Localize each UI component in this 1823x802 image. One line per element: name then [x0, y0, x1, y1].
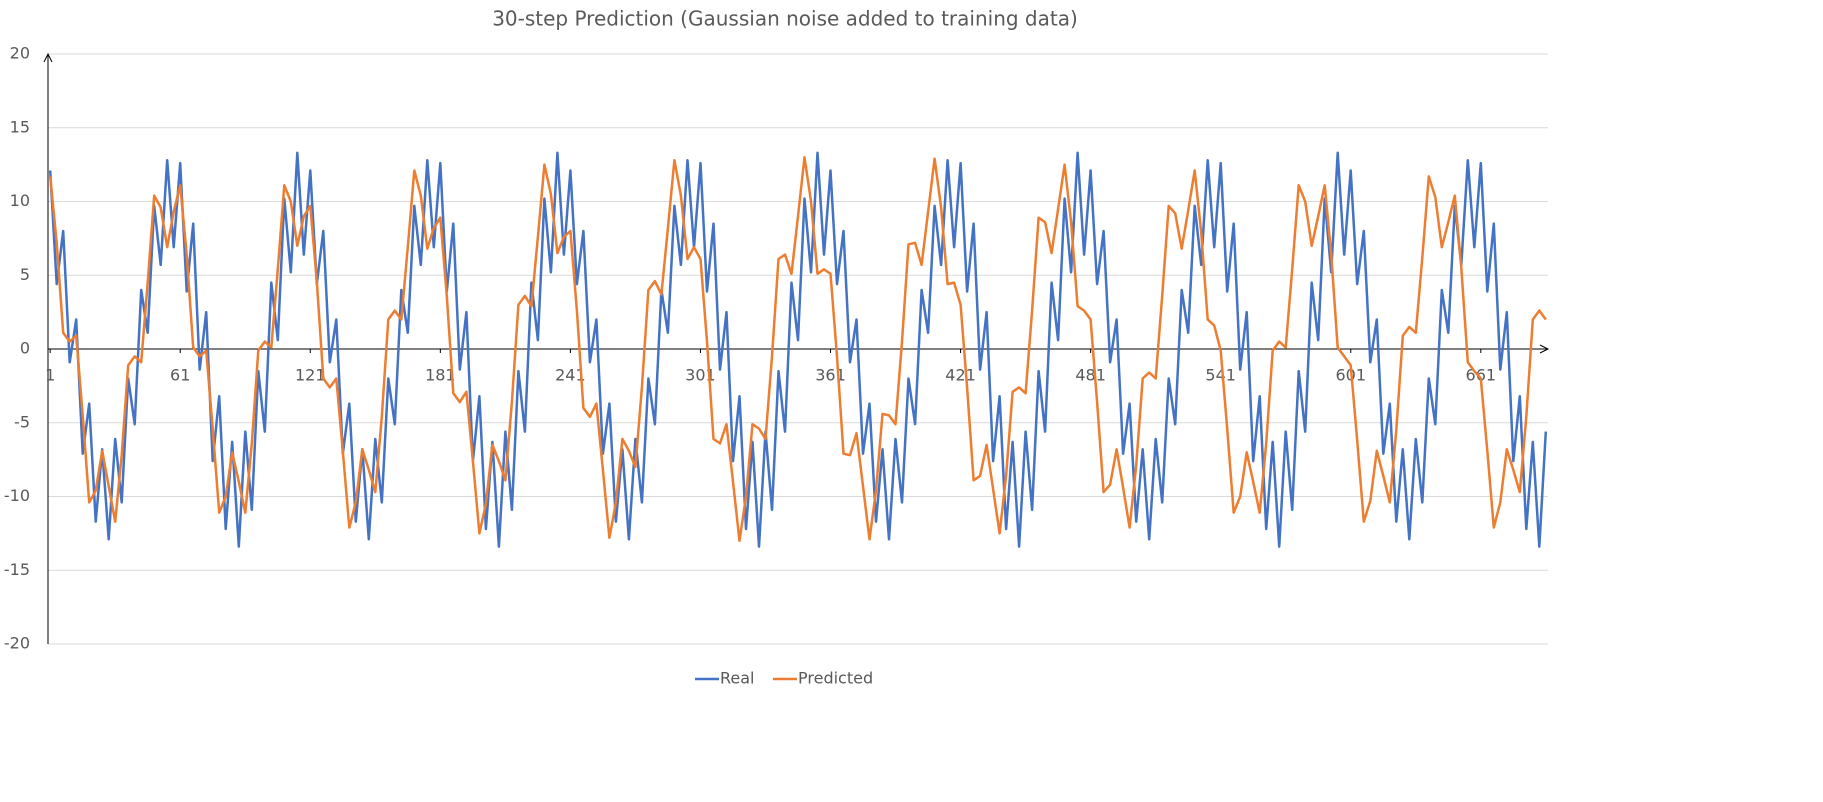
y-tick-label: -5	[14, 412, 30, 431]
x-tick-label: 241	[555, 366, 586, 385]
x-axis-arrow	[1539, 344, 1550, 354]
legend-label: Predicted	[798, 669, 873, 688]
series-line	[48, 151, 1548, 548]
x-tick-label: 421	[945, 366, 976, 385]
y-tick-label: 5	[20, 265, 30, 284]
chart-title: 30-step Prediction (Gaussian noise added…	[492, 7, 1078, 31]
y-tick-label: -10	[4, 486, 30, 505]
x-tick-label: 181	[425, 366, 456, 385]
y-tick-label: 20	[10, 44, 30, 63]
x-tick-label: 121	[295, 366, 326, 385]
y-tick-label: -20	[4, 634, 30, 653]
y-tick-label: 15	[10, 117, 30, 136]
x-tick-label: 1	[45, 366, 55, 385]
x-tick-label: 61	[170, 366, 190, 385]
x-tick-label: 481	[1075, 366, 1106, 385]
x-tick-label: 361	[815, 366, 846, 385]
x-tick-label: 541	[1205, 366, 1236, 385]
series-line	[48, 156, 1547, 543]
y-tick-label: -15	[4, 560, 30, 579]
legend-label: Real	[720, 669, 755, 688]
y-tick-label: 0	[20, 339, 30, 358]
y-tick-label: 10	[10, 191, 30, 210]
x-tick-label: 301	[685, 366, 716, 385]
y-axis-arrow	[43, 52, 53, 63]
